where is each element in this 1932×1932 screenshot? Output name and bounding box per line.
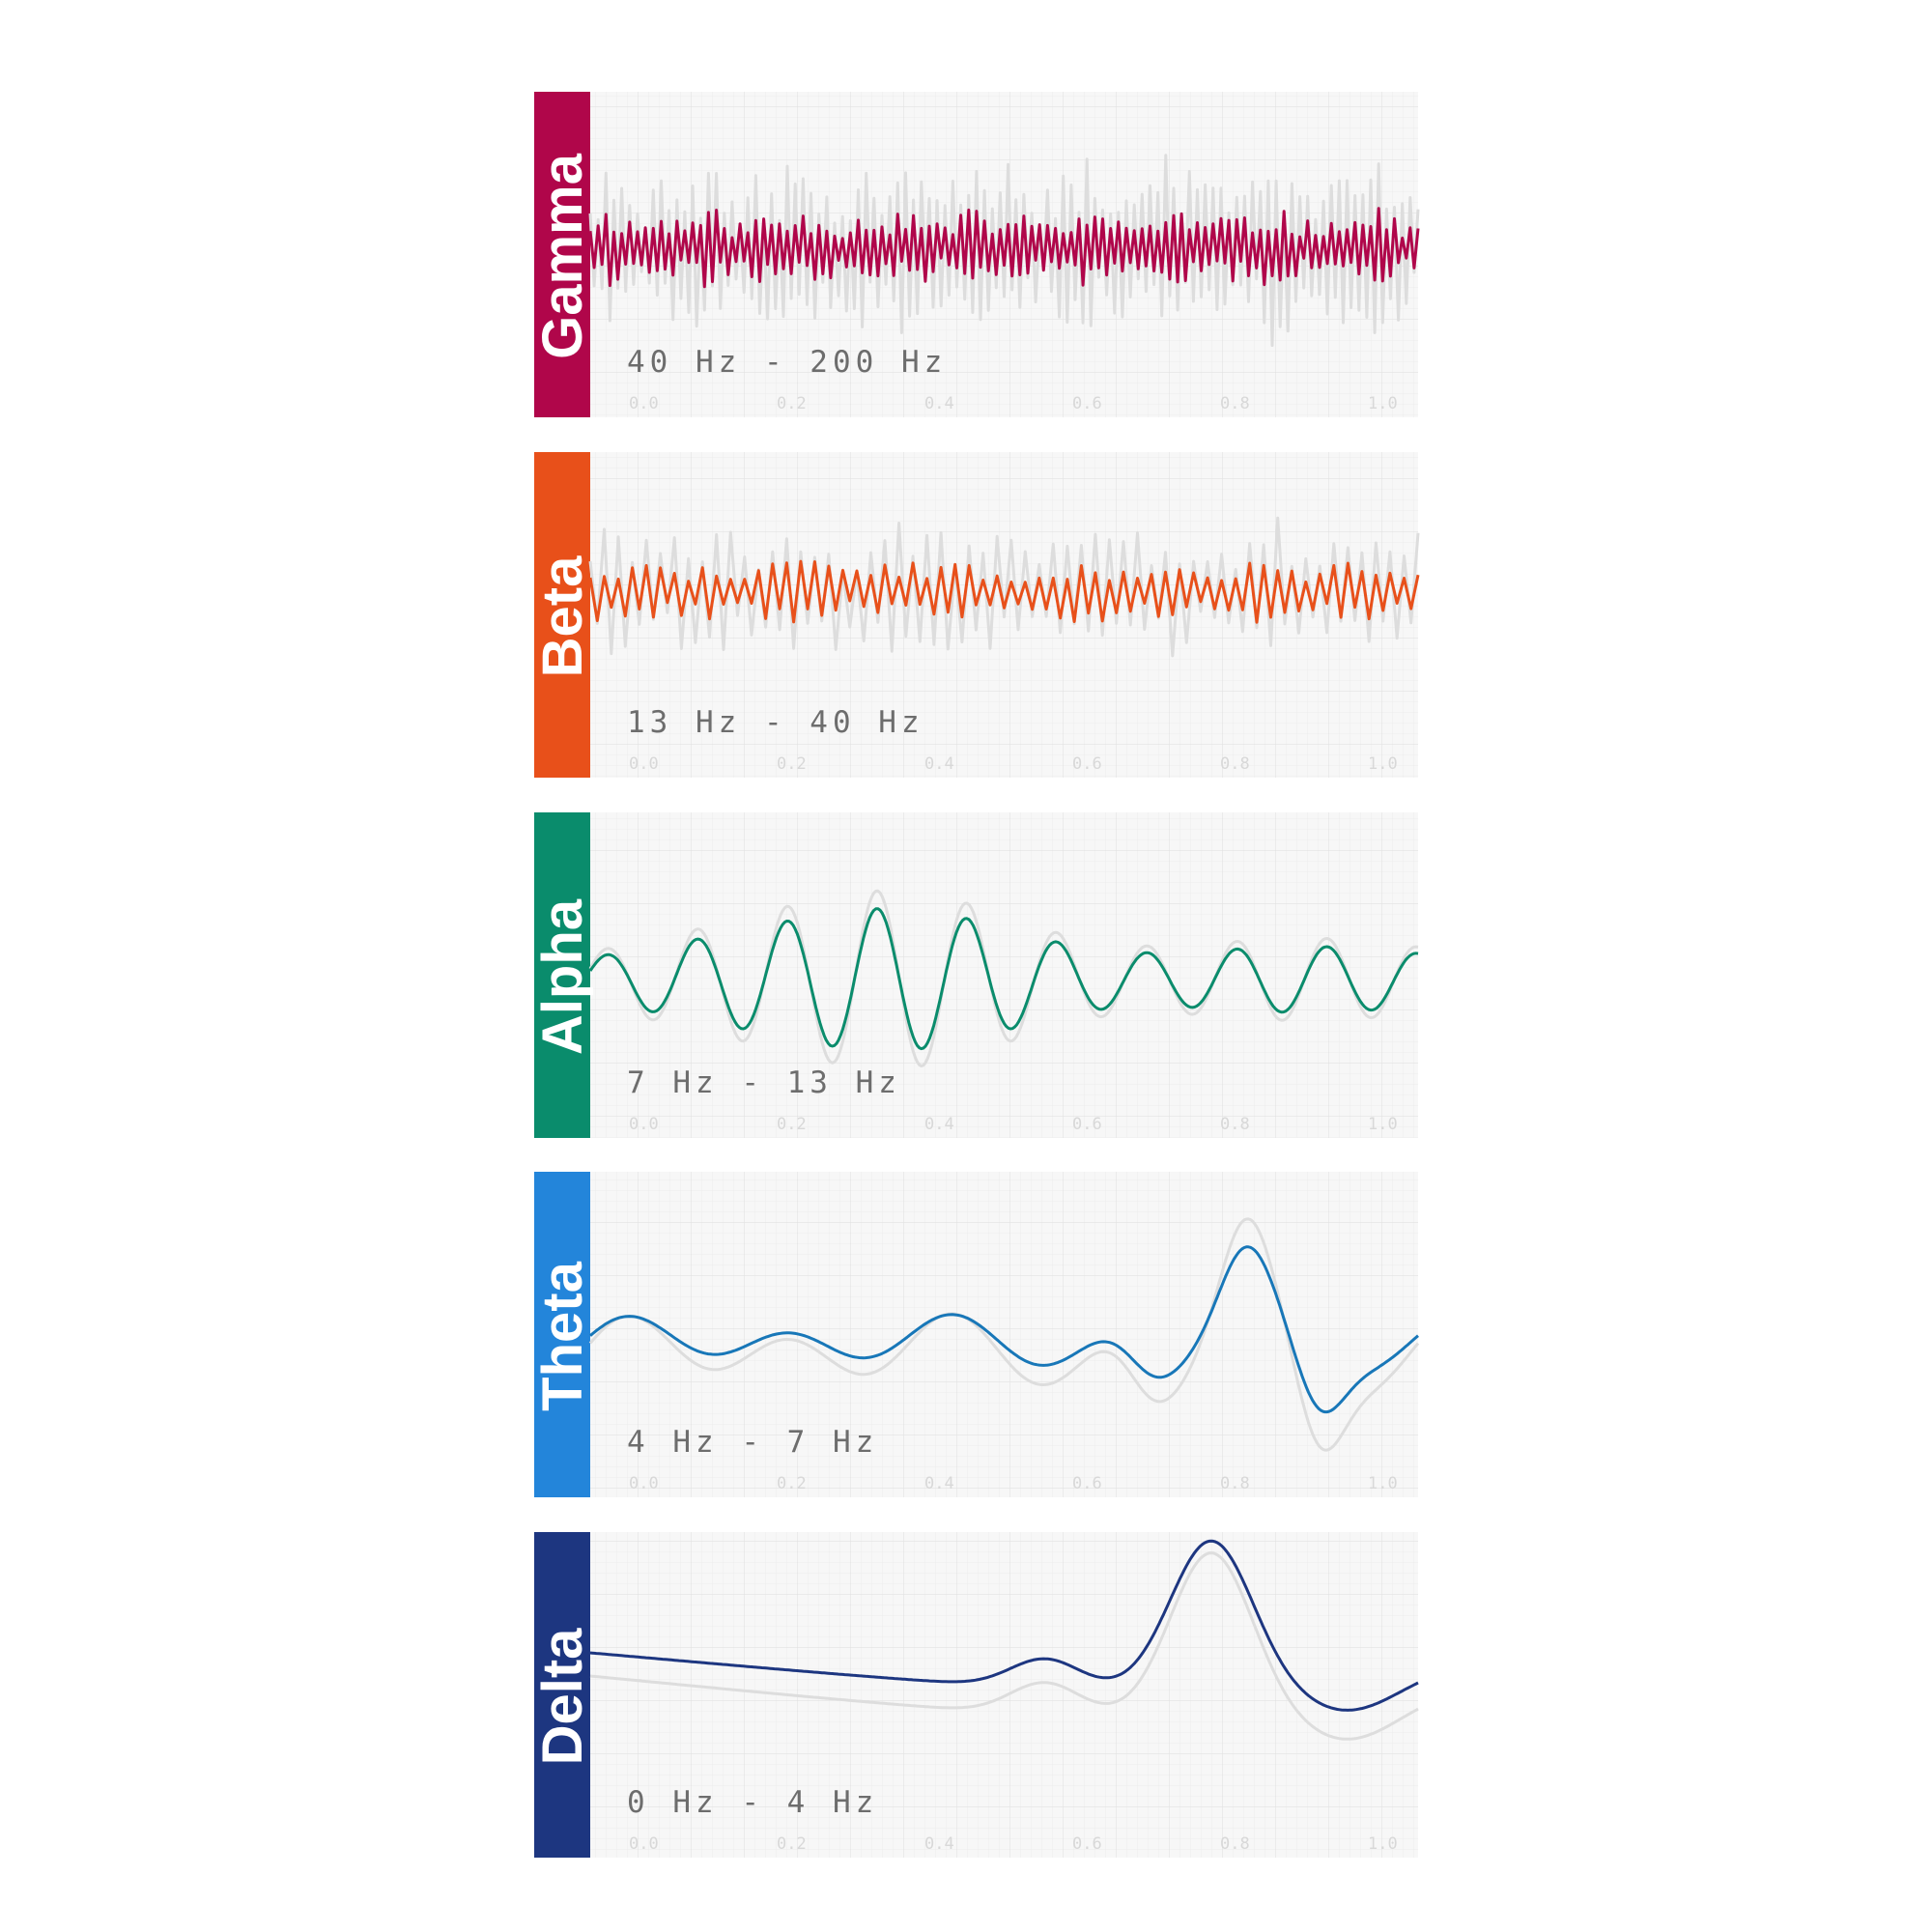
theta-tick-label: 0.8 [1220,1474,1250,1493]
delta-wave [589,1539,1419,1712]
delta-tick-label: 1.0 [1368,1834,1398,1854]
delta-tick-label: 0.2 [777,1834,807,1854]
theta-tick-label: 0.2 [777,1474,807,1493]
delta-label-strip [534,1532,590,1858]
alpha-tick-label: 1.0 [1368,1115,1398,1134]
gamma-tick-label: 0.4 [924,394,954,413]
alpha-panel: Alpha 7 Hz - 13 Hz 0.0 0.2 0.4 0.6 0.8 1.0 [531,812,1419,1138]
alpha-grid [590,812,1418,1138]
alpha-tick-label: 0.2 [777,1115,807,1134]
alpha-band-name: Alpha [531,898,594,1055]
delta-shadow-wave [589,1551,1419,1741]
alpha-wave [588,907,1419,1051]
delta-tick-label: 0.0 [629,1834,659,1854]
theta-label-strip [534,1172,590,1497]
gamma-tick-label: 0.0 [629,394,659,413]
theta-panel: Theta 4 Hz - 7 Hz 0.0 0.2 0.4 0.6 0.8 1.0 [531,1172,1420,1497]
alpha-tick-label: 0.6 [1072,1115,1102,1134]
alpha-tick-label: 0.0 [629,1115,659,1134]
theta-tick-label: 0.4 [924,1474,954,1493]
delta-frequency-range: 0 Hz - 4 Hz [627,1785,878,1820]
beta-tick-label: 0.0 [629,754,659,774]
theta-tick-label: 0.0 [629,1474,659,1493]
gamma-tick-label: 1.0 [1368,394,1398,413]
theta-frequency-range: 4 Hz - 7 Hz [627,1425,878,1460]
theta-tick-label: 0.6 [1072,1474,1102,1493]
gamma-tick-label: 0.6 [1072,394,1102,413]
beta-tick-label: 0.4 [924,754,954,774]
beta-shadow-wave [588,516,1420,658]
gamma-label-strip [534,92,590,417]
delta-panel: Delta 0 Hz - 4 Hz 0.0 0.2 0.4 0.6 0.8 1.0 [531,1532,1419,1858]
gamma-tick-label: 0.8 [1220,394,1250,413]
beta-label-strip [534,452,590,778]
theta-band-name: Theta [531,1261,594,1410]
gamma-tick-label: 0.2 [777,394,807,413]
beta-tick-label: 0.8 [1220,754,1250,774]
beta-tick-label: 0.2 [777,754,807,774]
theta-tick-label: 1.0 [1368,1474,1398,1493]
alpha-frequency-range: 7 Hz - 13 Hz [627,1065,901,1100]
delta-band-name: Delta [531,1628,594,1766]
theta-wave [589,1245,1419,1414]
beta-panel: Beta 13 Hz - 40 Hz 0.0 0.2 0.4 0.6 0.8 1.0 [531,452,1420,778]
gamma-shadow-wave [588,154,1420,348]
theta-grid [590,1172,1418,1497]
delta-tick-label: 0.4 [924,1834,954,1854]
alpha-tick-label: 0.8 [1220,1115,1250,1134]
alpha-tick-label: 0.4 [924,1115,954,1134]
beta-tick-label: 1.0 [1368,754,1398,774]
alpha-shadow-wave [588,889,1419,1067]
beta-tick-label: 0.6 [1072,754,1102,774]
delta-tick-label: 0.6 [1072,1834,1102,1854]
beta-band-name: Beta [531,555,594,677]
gamma-wave [588,207,1420,289]
gamma-band-name: Gamma [531,153,594,359]
gamma-frequency-range: 40 Hz - 200 Hz [627,345,947,380]
beta-frequency-range: 13 Hz - 40 Hz [627,705,924,740]
delta-tick-label: 0.8 [1220,1834,1250,1854]
beta-wave [588,559,1420,624]
alpha-label-strip [534,812,590,1138]
gamma-panel: Gamma 40 Hz - 200 Hz 0.0 0.2 0.4 0.6 0.8 1.0 [531,92,1420,417]
